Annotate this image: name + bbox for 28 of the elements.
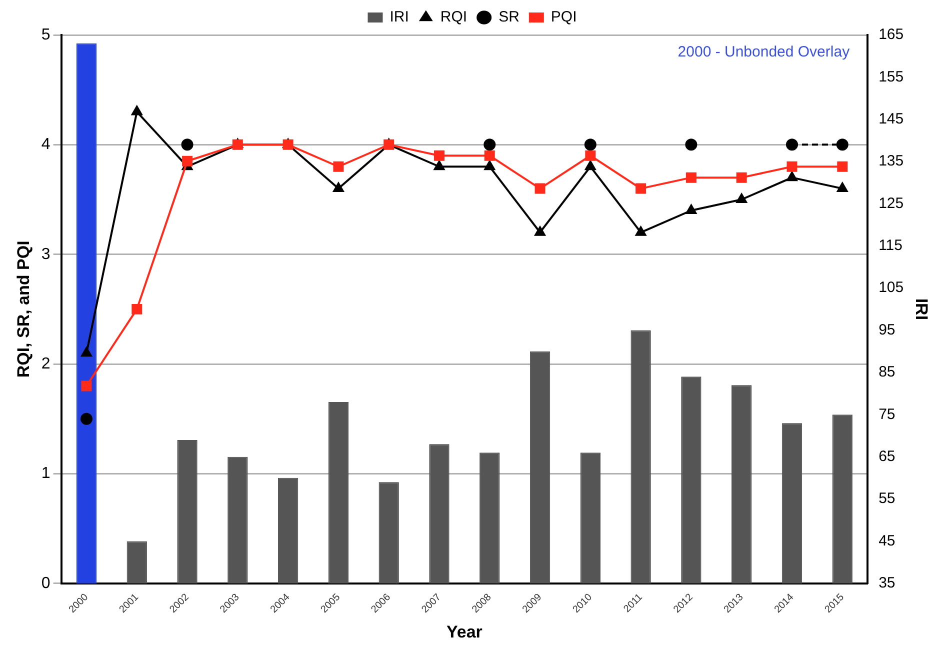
y-tick-label: 0 <box>41 574 50 592</box>
y2-tick-label: 135 <box>878 152 904 170</box>
y2-tick-label: 95 <box>878 321 896 338</box>
y-tick-label: 4 <box>41 136 50 154</box>
legend-label: RQI <box>440 8 468 26</box>
x-axis-title: Year <box>446 622 483 642</box>
y-axis-title: RQI, SR, and PQI <box>14 240 33 378</box>
y2-tick-label: 65 <box>878 448 896 465</box>
y2-tick-label: 85 <box>878 364 896 381</box>
y-tick-label: 5 <box>41 26 50 44</box>
y2-tick-label: 125 <box>878 194 904 212</box>
y2-tick-label: 165 <box>878 26 904 44</box>
y2-axis-title: IRI <box>912 298 932 320</box>
y2-tick-label: 115 <box>878 237 902 254</box>
y2-tick-label: 35 <box>878 574 896 592</box>
y-tick-label: 2 <box>41 355 50 372</box>
y2-tick-label: 155 <box>878 68 904 86</box>
legend-label: PQI <box>550 8 577 26</box>
y2-tick-label: 145 <box>878 110 904 128</box>
y2-tick-label: 55 <box>878 490 896 508</box>
legend-label: SR <box>498 8 520 26</box>
y2-tick-label: 45 <box>878 532 896 550</box>
y-tick-label: 3 <box>41 246 50 263</box>
y-tick-label: 1 <box>41 465 50 482</box>
annotation: 2000 - Unbonded Overlay <box>678 44 850 61</box>
y2-tick-label: 75 <box>878 406 896 423</box>
legend-label: IRI <box>390 8 409 26</box>
y2-tick-label: 105 <box>878 279 904 296</box>
